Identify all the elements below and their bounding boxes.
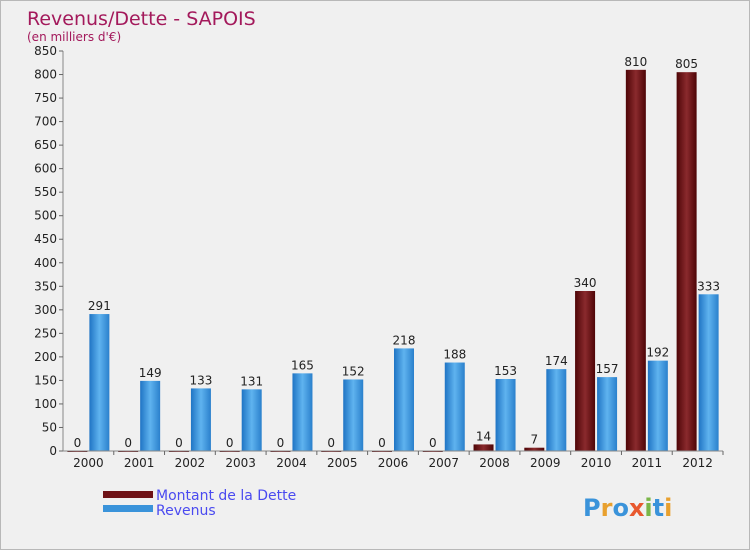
revenue-value-label: 218 <box>393 333 416 347</box>
proxiti-logo: Proxiti <box>583 494 672 522</box>
y-tick-label: 450 <box>34 232 57 246</box>
x-tick-label: 2004 <box>276 456 307 470</box>
x-tick-label: 2011 <box>632 456 663 470</box>
y-axis: 0 50 100 150 200 250 300 350 400 450 500 550 600 650 7… <box>34 44 64 458</box>
y-tick-label: 300 <box>34 303 57 317</box>
revenue-bar <box>89 314 110 451</box>
x-tick-label: 2003 <box>225 456 256 470</box>
revenue-bar <box>241 389 262 451</box>
revenue-value-label: 165 <box>291 358 314 372</box>
revenue-bar <box>343 379 364 451</box>
debt-value-label: 0 <box>74 436 82 450</box>
legend-swatch-debt <box>103 491 153 498</box>
x-tick-label: 2008 <box>479 456 510 470</box>
y-tick-label: 600 <box>34 162 57 176</box>
revenue-bar <box>394 348 414 451</box>
y-tick-label: 400 <box>34 256 57 270</box>
x-tick-label: 2001 <box>124 456 155 470</box>
revenue-bar <box>140 380 161 451</box>
debt-value-label: 0 <box>429 436 437 450</box>
revenue-value-label: 157 <box>596 362 619 376</box>
debt-value-label: 0 <box>226 436 234 450</box>
debt-value-label: 0 <box>378 436 386 450</box>
y-tick-label: 800 <box>34 68 57 82</box>
debt-bar <box>473 444 494 451</box>
revenue-bar <box>698 294 719 451</box>
debt-value-label: 340 <box>574 276 597 290</box>
legend-label-revenue: Revenus <box>156 503 216 519</box>
chart-subtitle: (en milliers d'€) <box>27 30 121 44</box>
revenue-value-label: 174 <box>545 354 568 368</box>
debt-value-label: 0 <box>327 436 335 450</box>
debt-value-label: 805 <box>675 57 698 71</box>
x-tick-label: 2005 <box>327 456 358 470</box>
debt-value-label: 0 <box>175 436 183 450</box>
x-tick-label: 2006 <box>378 456 409 470</box>
revenue-bar <box>444 362 465 451</box>
x-tick-label: 2007 <box>428 456 459 470</box>
y-tick-label: 700 <box>34 115 57 129</box>
bars-group: 0 291 0 149 0 133 0 131 0 165 0 152 0 218 0 188 14 153 7 17… <box>67 55 720 452</box>
chart-title: Revenus/Dette - SAPOIS <box>27 8 256 30</box>
y-tick-label: 850 <box>34 44 57 58</box>
revenue-value-label: 149 <box>139 366 162 380</box>
debt-bar <box>524 447 545 451</box>
revenue-bar <box>190 388 211 451</box>
legend: Montant de la Dette Revenus <box>103 488 296 519</box>
x-tick-label: 2002 <box>175 456 206 470</box>
debt-bar <box>625 69 646 451</box>
x-tick-label: 2010 <box>581 456 612 470</box>
revenue-value-label: 333 <box>697 279 720 293</box>
y-tick-label: 750 <box>34 91 57 105</box>
revenue-bar <box>597 377 618 451</box>
debt-value-label: 0 <box>124 436 132 450</box>
y-tick-label: 50 <box>42 420 57 434</box>
debt-bar <box>676 72 697 452</box>
y-tick-label: 0 <box>49 444 57 458</box>
y-tick-label: 650 <box>34 138 57 152</box>
y-tick-label: 500 <box>34 209 57 223</box>
y-tick-label: 350 <box>34 279 57 293</box>
debt-value-label: 810 <box>624 55 647 69</box>
revenue-bar <box>647 360 668 451</box>
debt-bar <box>575 291 596 451</box>
revenue-value-label: 131 <box>240 374 263 388</box>
revenue-bar <box>292 373 313 451</box>
debt-value-label: 7 <box>530 433 538 447</box>
legend-swatch-revenue <box>103 505 153 512</box>
revenue-bar <box>546 369 567 451</box>
debt-value-label: 14 <box>476 429 491 443</box>
x-axis: 2000 2001 2002 2003 2004 2005 2006 2007 2008 2009… <box>63 450 724 470</box>
logo-text: Proxiti <box>583 494 672 522</box>
x-tick-label: 2009 <box>530 456 561 470</box>
x-tick-label: 2000 <box>73 456 104 470</box>
revenue-value-label: 152 <box>342 364 365 378</box>
debt-value-label: 0 <box>277 436 285 450</box>
y-tick-label: 200 <box>34 350 57 364</box>
revenue-value-label: 188 <box>443 348 466 362</box>
y-tick-label: 550 <box>34 185 57 199</box>
revenue-value-label: 291 <box>88 299 111 313</box>
legend-label-debt: Montant de la Dette <box>156 488 296 504</box>
y-tick-label: 250 <box>34 326 57 340</box>
y-tick-label: 100 <box>34 397 57 411</box>
revenue-value-label: 153 <box>494 364 517 378</box>
revenue-value-label: 192 <box>646 346 669 360</box>
revenue-value-label: 133 <box>189 373 212 387</box>
y-tick-label: 150 <box>34 373 57 387</box>
x-tick-label: 2012 <box>682 456 713 470</box>
revenue-bar <box>495 379 516 451</box>
